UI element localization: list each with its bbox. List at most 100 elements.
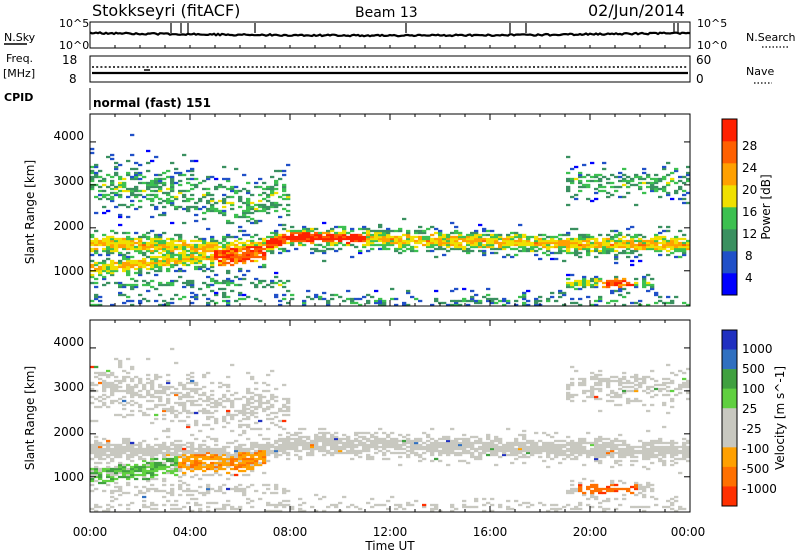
power-cell	[518, 295, 523, 299]
power-cell	[286, 241, 291, 245]
velocity-cell	[342, 437, 347, 441]
power-cell	[254, 203, 259, 207]
velocity-cell	[178, 467, 183, 471]
power-cell	[450, 303, 455, 307]
power-cell	[658, 295, 663, 299]
velocity-cell	[358, 455, 363, 459]
velocity-cell	[466, 437, 471, 441]
power-cell	[382, 243, 387, 247]
velocity-cell	[138, 447, 143, 451]
power-cell	[134, 195, 139, 199]
power-cell	[382, 237, 387, 241]
velocity-cell	[618, 377, 623, 381]
velocity-cell	[158, 443, 163, 447]
velocity-cell	[370, 443, 375, 447]
velocity-cell	[658, 459, 663, 463]
power-cell	[446, 303, 451, 307]
velocity-cell	[538, 445, 543, 449]
power-cell	[410, 245, 415, 249]
power-cell	[102, 243, 107, 247]
power-cell	[446, 249, 451, 253]
velocity-cell	[150, 471, 155, 475]
freq-panel: Freq. [MHz] 18 8 60 0 Nave	[3, 52, 774, 86]
power-cell	[574, 283, 579, 287]
velocity-cell	[382, 445, 387, 449]
velocity-cell	[630, 505, 635, 509]
power-cell	[170, 251, 175, 255]
power-cell	[378, 239, 383, 243]
power-cell	[326, 233, 331, 237]
velocity-cell	[106, 443, 111, 447]
power-cell	[390, 239, 395, 243]
power-cell	[602, 251, 607, 255]
power-cell	[134, 161, 139, 165]
power-cell	[378, 235, 383, 239]
velocity-cell	[318, 447, 323, 451]
velocity-cell	[558, 451, 563, 455]
velocity-cell	[318, 497, 323, 501]
power-cell	[110, 229, 115, 233]
power-cell	[674, 189, 679, 193]
velocity-cell	[246, 497, 251, 501]
velocity-cell	[662, 393, 667, 397]
power-cell	[206, 255, 211, 259]
power-cell	[358, 303, 363, 307]
power-cell	[582, 233, 587, 237]
velocity-cell	[446, 443, 451, 447]
power-cell	[306, 233, 311, 237]
velocity-cell	[350, 445, 355, 449]
power-cell	[470, 231, 475, 235]
velocity-cell	[486, 447, 491, 451]
velocity-cell	[150, 447, 155, 451]
power-cell	[518, 243, 523, 247]
velocity-cell	[142, 465, 147, 469]
power-cell	[250, 221, 255, 225]
power-cell	[502, 303, 507, 307]
velocity-colorbar: 1000 500 100 25 -25 -100 -500 -1000 Velo…	[721, 329, 787, 507]
power-cell	[102, 265, 107, 269]
power-cell	[126, 159, 131, 163]
power-cell	[558, 247, 563, 251]
velocity-cell	[462, 447, 467, 451]
velocity-cell	[190, 441, 195, 445]
velocity-cell	[658, 441, 663, 445]
power-cell	[422, 231, 427, 235]
power-cell	[614, 279, 619, 283]
velocity-cell	[394, 437, 399, 441]
velocity-cell	[606, 385, 611, 389]
velocity-cell	[106, 373, 111, 377]
power-cell	[94, 261, 99, 265]
power-cell	[314, 233, 319, 237]
velocity-cell	[182, 385, 187, 389]
velocity-cell	[474, 455, 479, 459]
velocity-cell	[106, 439, 111, 443]
velocity-cell	[138, 409, 143, 413]
power-cell	[654, 249, 659, 253]
velocity-cell	[94, 439, 99, 443]
power-cell	[290, 233, 295, 237]
velocity-cell	[166, 381, 171, 385]
velocity-cell	[518, 503, 523, 507]
velocity-cell	[198, 455, 203, 459]
power-cell	[246, 251, 251, 255]
power-cell	[150, 229, 155, 233]
power-cell	[414, 241, 419, 245]
power-cell	[162, 199, 167, 203]
power-cell	[186, 263, 191, 267]
velocity-cell	[306, 441, 311, 445]
power-cell	[390, 229, 395, 233]
velocity-cell	[218, 385, 223, 389]
power-cell	[190, 197, 195, 201]
power-cell	[490, 299, 495, 303]
velocity-cell	[614, 375, 619, 379]
velocity-cell	[250, 455, 255, 459]
power-cell	[670, 301, 675, 305]
power-cell	[646, 185, 651, 189]
power-cell	[138, 259, 143, 263]
power-cell	[302, 239, 307, 243]
velocity-cell	[622, 439, 627, 443]
velocity-cell	[514, 447, 519, 451]
power-cell	[102, 249, 107, 253]
velocity-cell	[598, 409, 603, 413]
velocity-cell	[110, 491, 115, 495]
